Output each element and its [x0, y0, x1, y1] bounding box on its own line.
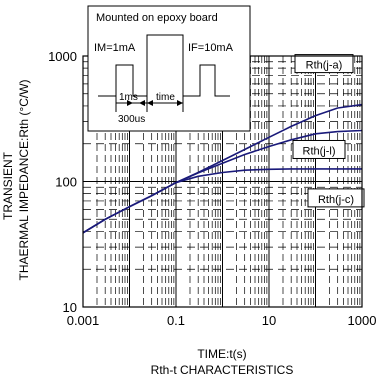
chart-caption: Rth-t CHARACTERISTICS	[151, 363, 294, 377]
x-tick-label: 0.001	[67, 313, 100, 328]
inset-frame	[87, 5, 251, 132]
inset-t1-label: 1ms	[119, 92, 138, 103]
series-tag-box	[294, 54, 354, 74]
y-axis-label-line1: TRANSIENT	[1, 151, 15, 220]
x-tick-labels: 0.001 0.1 10 1000	[67, 313, 377, 328]
arrow-head	[139, 100, 145, 106]
y-axis-label-line2: THAERMAL IMPEDANCE:Rth (°C/W)	[17, 79, 31, 280]
x-tick-label: 1000	[348, 313, 377, 328]
series-tag-box	[292, 139, 346, 159]
y-tick-label: 1000	[48, 49, 77, 64]
inset-box: Mounted on epoxy board IM=1mA IF=10mA 1m…	[87, 5, 251, 132]
series-tags: Rth(j-a) Rth(j-l) Rth(j-c)	[292, 54, 365, 208]
y-tick-labels: 1000 100 10	[48, 49, 77, 315]
series-lines	[82, 103, 363, 234]
series-tag-label: Rth(j-l)	[303, 145, 336, 157]
x-axis-label: TIME:t(s)	[197, 347, 246, 361]
arrow-head	[127, 100, 133, 106]
inset-if-label: IF=10mA	[188, 42, 234, 54]
series-tag-label: Rth(j-c)	[318, 194, 354, 206]
inset-t2-label: 300us	[118, 114, 145, 125]
series-tag-box	[307, 188, 365, 208]
arrow-head	[147, 100, 153, 106]
pulse-waveform	[98, 34, 230, 97]
y-tick-label: 10	[63, 300, 77, 315]
series-line-3	[82, 168, 362, 234]
x-tick-label: 0.1	[167, 313, 185, 328]
inset-im-label: IM=1mA	[94, 42, 136, 54]
x-tick-label: 10	[262, 313, 276, 328]
inset-title: Mounted on epoxy board	[96, 12, 218, 24]
inset-time-label: time	[156, 92, 175, 103]
arrow-head	[177, 100, 183, 106]
series-tag-label: Rth(j-a)	[306, 60, 343, 72]
y-tick-label: 100	[55, 175, 77, 190]
